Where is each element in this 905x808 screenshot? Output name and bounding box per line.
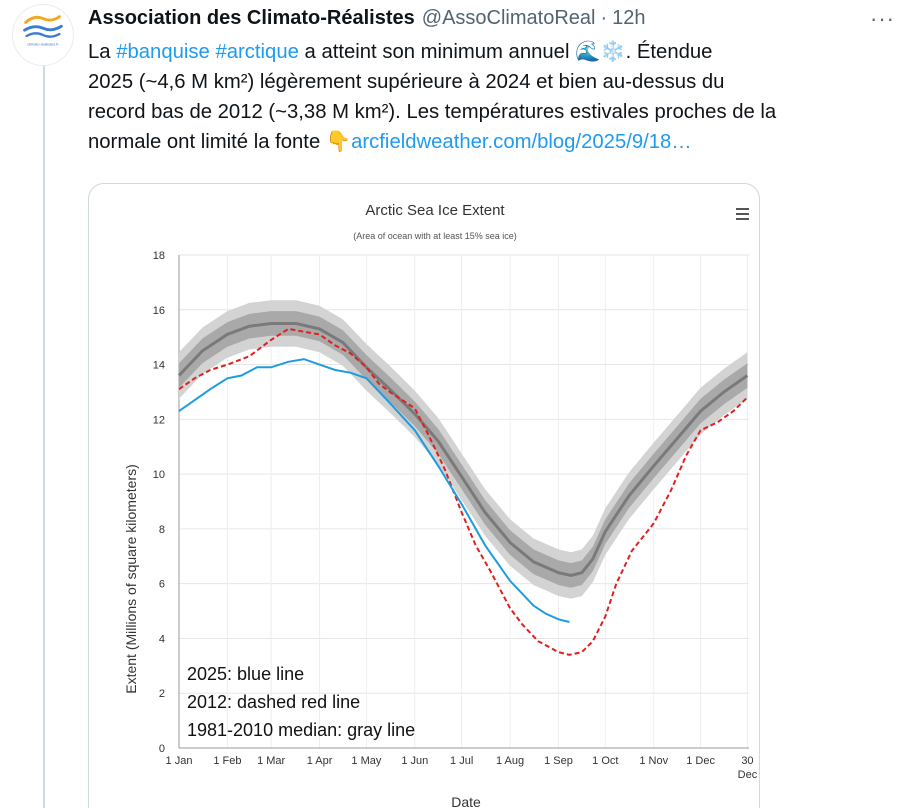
y-tick-label: 8 <box>159 524 165 536</box>
x-tick-label: 1 Oct <box>592 755 618 767</box>
x-tick-label: 1 Jun <box>401 755 428 767</box>
avatar[interactable]: climato-realistes.fr <box>12 4 74 66</box>
wave-emoji-icon: 🌊 <box>575 41 601 63</box>
x-tick-label: 1 May <box>351 755 381 767</box>
legend-2025: 2025: blue line <box>187 664 304 684</box>
hashtag-arctique[interactable]: #arctique <box>215 41 299 63</box>
user-handle[interactable]: @AssoClimatoReal <box>421 7 596 29</box>
x-tick-label: 1 Aug <box>496 755 524 767</box>
x-axis-title: Date <box>451 794 481 808</box>
x-axis-ticks: 1 Jan 1 Feb 1 Mar 1 Apr 1 May 1 Jun 1 Jul 1 Aug… <box>166 755 758 781</box>
x-tick-label: 1 Jul <box>450 755 473 767</box>
y-tick-label: 14 <box>153 360 165 372</box>
tweet-header: Association des Climato-Réalistes @AssoC… <box>88 7 646 31</box>
timestamp[interactable]: 12h <box>612 7 646 29</box>
band-inner <box>179 311 748 588</box>
y-tick-label: 2 <box>159 688 165 700</box>
hashtag-banquise[interactable]: #banquise <box>116 41 210 63</box>
legend-median: 1981-2010 median: gray line <box>187 720 415 740</box>
x-tick-label: 1 Jan <box>166 755 193 767</box>
avatar-logo: climato-realistes.fr <box>13 5 73 65</box>
tweet-line-2: 2025 (~4,6 M km²) légèrement supérieure … <box>88 71 725 93</box>
svg-text:climato-realistes.fr: climato-realistes.fr <box>27 42 59 47</box>
y-axis-ticks: 0 2 4 6 8 10 12 14 16 18 <box>153 250 165 755</box>
snowflake-emoji-icon: ❄️ <box>600 41 626 63</box>
x-tick-label: 1 Dec <box>686 755 715 767</box>
tweet-text: La #banquise #arctique a atteint son min… <box>88 37 903 157</box>
article-link[interactable]: arcfieldweather.com/blog/2025/9/18… <box>351 131 692 153</box>
y-tick-label: 16 <box>153 305 165 317</box>
y-axis-title: Extent (Millions of square kilometers) <box>123 464 139 694</box>
y-tick-label: 6 <box>159 579 165 591</box>
median-range-bands <box>179 300 748 599</box>
y-tick-label: 18 <box>153 250 165 262</box>
hamburger-menu-icon[interactable] <box>736 208 749 220</box>
x-tick-label: 1 Sep <box>544 755 573 767</box>
chart-series <box>177 322 749 656</box>
x-tick-label: 1 Feb <box>213 755 241 767</box>
chart-legend: 2025: blue line 2012: dashed red line 19… <box>187 664 415 740</box>
legend-2012: 2012: dashed red line <box>187 692 360 712</box>
thread-line <box>43 66 45 808</box>
pointing-down-emoji-icon: 👇 <box>325 131 352 153</box>
text-segment: a atteint son minimum annuel <box>298 41 576 63</box>
text-segment: normale ont limité la fonte <box>88 131 326 153</box>
x-tick-label: 1 Apr <box>307 755 333 767</box>
tweet-line-1: La #banquise #arctique a atteint son min… <box>88 37 903 67</box>
series-2012-line <box>178 327 749 656</box>
chart-title: Arctic Sea Ice Extent <box>365 202 505 219</box>
x-tick-label: 30 <box>741 755 753 767</box>
tweet-line-3: record bas de 2012 (~3,38 M km²). Les te… <box>88 101 777 123</box>
y-tick-label: 10 <box>153 469 165 481</box>
text-segment: . Étendue <box>625 41 713 63</box>
sea-ice-chart: Arctic Sea Ice Extent (Area of ocean wit… <box>123 202 758 808</box>
separator: · <box>600 7 608 29</box>
x-tick-label: 1 Mar <box>257 755 285 767</box>
more-options-icon[interactable]: ··· <box>870 6 895 31</box>
y-tick-label: 0 <box>159 743 165 755</box>
x-tick-label-extra: Dec <box>738 769 758 781</box>
tweet-line-4: normale ont limité la fonte 👇arcfieldwea… <box>88 127 903 157</box>
x-tick-label: 1 Nov <box>639 755 668 767</box>
display-name[interactable]: Association des Climato-Réalistes <box>88 7 415 29</box>
series-2025-line <box>178 358 570 623</box>
series-median-line <box>177 322 749 578</box>
y-tick-label: 12 <box>153 414 165 426</box>
y-tick-label: 4 <box>159 633 165 645</box>
text-segment: La <box>88 41 117 63</box>
chart-image-card[interactable]: Arctic Sea Ice Extent (Area of ocean wit… <box>88 183 760 808</box>
chart-subtitle: (Area of ocean with at least 15% sea ice… <box>353 231 517 241</box>
